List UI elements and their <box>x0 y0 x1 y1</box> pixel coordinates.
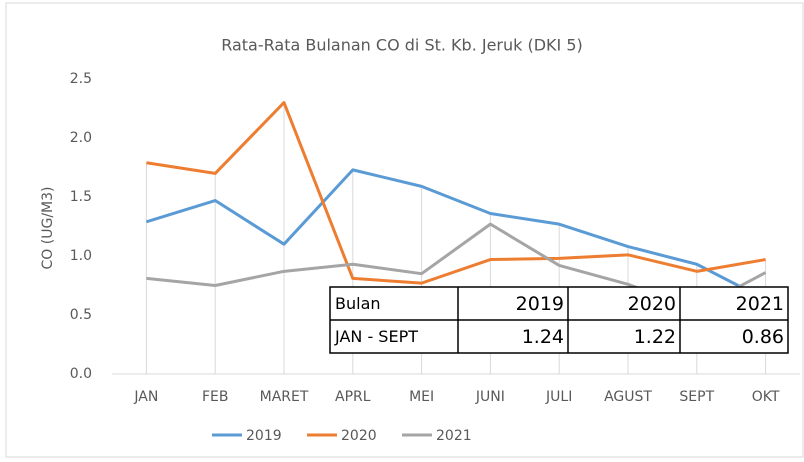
table-cell: 1.24 <box>522 326 564 348</box>
table-cell: Bulan <box>335 294 381 313</box>
y-tick-label: 1.0 <box>70 248 92 264</box>
data-table: Bulan 2019 2020 2021 JAN - SEPT 1.24 1.22 0.86 <box>329 286 789 354</box>
y-tick-label: 1.5 <box>70 189 92 205</box>
x-tick-label: JUNI <box>475 389 505 405</box>
y-tick-label: 0.0 <box>70 366 92 382</box>
legend-label: 2020 <box>341 428 377 444</box>
legend-label: 2021 <box>436 428 472 444</box>
x-tick-label: SEPT <box>679 389 714 405</box>
x-tick-label: FEB <box>202 389 229 405</box>
chart-frame <box>5 2 804 458</box>
x-tick-label: OKT <box>752 389 780 405</box>
x-tick-label: APRL <box>335 389 371 405</box>
x-tick-label: AGUST <box>604 389 652 405</box>
table-cell: 2020 <box>628 293 676 315</box>
y-axis-label: CO (UG/M3) <box>40 187 56 270</box>
x-tick-label: JULI <box>545 389 572 405</box>
x-tick-label: MEI <box>409 389 434 405</box>
table-cell: 1.22 <box>634 326 676 348</box>
y-tick-label: 0.5 <box>70 307 92 323</box>
series-line <box>145 168 767 301</box>
x-tick-label: MARET <box>260 389 309 405</box>
table-cell: 2021 <box>736 293 784 315</box>
series-line <box>146 101 766 285</box>
legend-label: 2019 <box>246 428 282 444</box>
table-cell: 0.86 <box>742 326 784 348</box>
chart-title: Rata-Rata Bulanan CO di St. Kb. Jeruk (D… <box>221 36 583 55</box>
x-tick-label: JAN <box>133 389 158 405</box>
table-cell: JAN - SEPT <box>334 327 418 346</box>
table-cell: 2019 <box>516 293 564 315</box>
y-tick-label: 2.5 <box>70 71 92 87</box>
y-tick-label: 2.0 <box>70 130 92 146</box>
